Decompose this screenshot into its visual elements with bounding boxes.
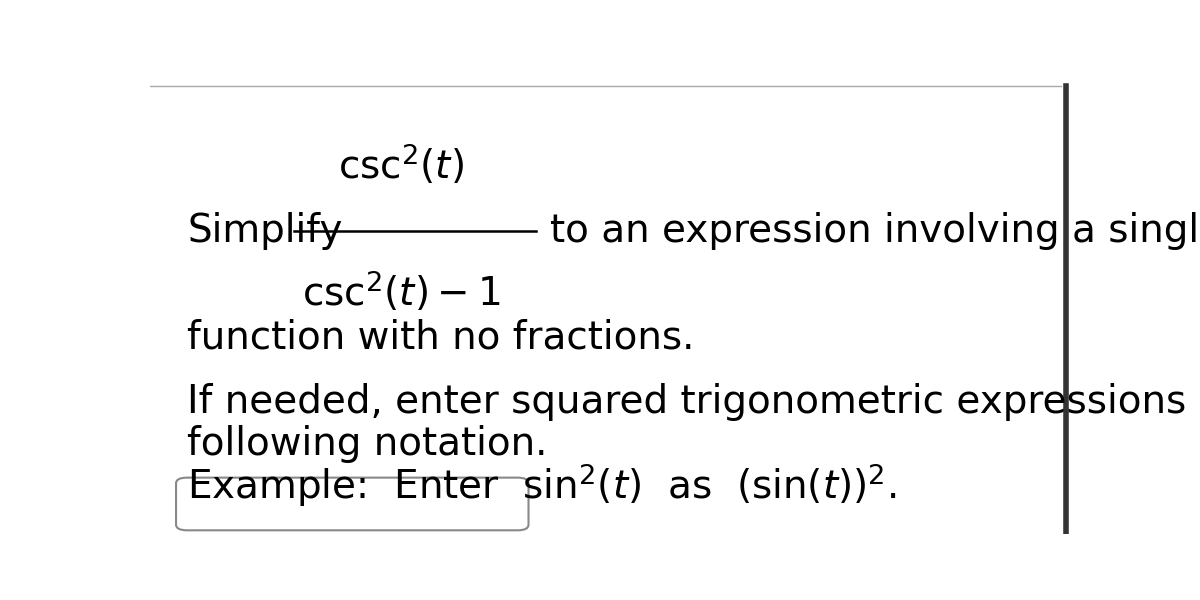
FancyBboxPatch shape [176,478,528,530]
Text: to an expression involving a single trig: to an expression involving a single trig [550,212,1200,250]
Text: Simplify: Simplify [187,212,342,250]
Text: Example:  Enter  $\mathsf{sin}^2(t)$  as  $(\mathsf{sin}(t))^2$.: Example: Enter $\mathsf{sin}^2(t)$ as $(… [187,461,896,509]
Text: $\mathsf{csc}^2(t) - 1$: $\mathsf{csc}^2(t) - 1$ [302,269,500,314]
Text: $\mathsf{csc}^2(t)$: $\mathsf{csc}^2(t)$ [338,142,464,187]
Text: If needed, enter squared trigonometric expressions using the: If needed, enter squared trigonometric e… [187,383,1200,421]
Text: following notation.: following notation. [187,425,547,463]
Text: function with no fractions.: function with no fractions. [187,319,695,356]
